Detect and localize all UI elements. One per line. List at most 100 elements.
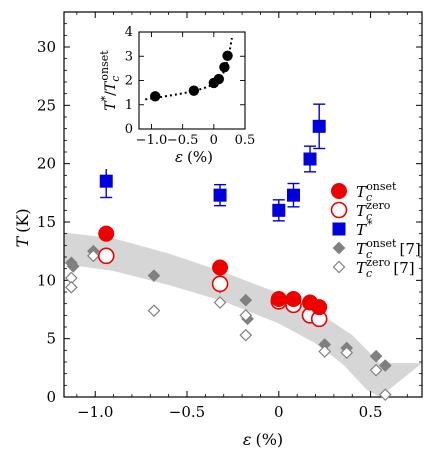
point-tc_zero_ref7 [239,328,253,342]
point-t_star [303,152,317,166]
point-tc_onset_ref7 [378,359,392,372]
x-tick-label: −1.0 [77,403,113,421]
legend-marker-tc_onset_ref7 [332,241,346,255]
point-tc_zero_ref7 [378,388,392,402]
legend-label-main: T [356,183,367,201]
point-tc_zero_ref7 [87,249,100,263]
main-axes-frame [63,11,423,398]
inset-point [188,85,200,96]
y-tick-label: 30 [37,38,56,56]
point-t_star [286,188,300,202]
inset-point [213,73,225,85]
legend-label-main: T [356,221,367,239]
x-axis-label: ε (%) [243,430,283,449]
legend-label-t_star: T* [356,218,373,239]
x-axis-variable: ε [243,430,252,449]
point-tc_onset_ref7 [147,269,161,283]
legend-label-sub: c [366,248,372,261]
legend-marker-t_star [332,222,346,236]
inset-y-tick-label: 2 [125,74,133,89]
legend-label-main: T [356,259,367,277]
inset-x-tick-label: 0.5 [235,133,256,148]
legend-label-tc_onset: Tconset [356,180,397,204]
point-tc_zero [97,247,115,265]
point-tc_onset [285,291,302,307]
y-tick-label: 15 [37,213,56,231]
point-tc_zero_ref7 [213,296,227,309]
inset-point [150,91,161,102]
legend-label-sub: c [366,191,372,204]
legend-label-sub: c [366,267,372,280]
y-tick-label: 20 [37,155,56,173]
legend-label-sup: zero [366,256,391,269]
inset-x-tick-label: −1.0 [136,133,168,148]
inset-x-axis-variable: ε [175,148,183,166]
point-tc_zero_ref7 [340,346,354,360]
inset-point [219,61,230,73]
inset-y-tick-label: 0 [125,122,133,137]
x-tick-label: −0.5 [169,403,205,421]
x-tick-label: 0 [274,403,284,421]
y-axis-unit: (K) [13,208,32,232]
point-t_star [213,188,227,202]
x-tick-label: 0.5 [359,403,383,421]
inset-point [222,50,233,61]
legend-label-tc_onset_ref7: Tconset [7] [356,237,421,261]
series-tc_onset [98,225,328,316]
main-data-series [64,103,392,402]
point-tc_zero [211,275,229,293]
point-tc_onset [98,225,115,242]
point-tc_zero_ref7 [318,345,332,358]
series-t_star [99,103,326,222]
inset-y-tick-label: 1 [125,98,133,113]
y-tick-label: 0 [46,388,56,406]
legend-label-sup: * [367,218,373,231]
inset-y-label-part: T [103,80,119,91]
y-axis-variable: T [13,236,32,248]
y-tick-label: 25 [37,96,56,114]
legend-label-main: T [356,202,367,220]
inset-y-axis-label: T*/Tconset [98,50,122,111]
inset-x-tick-label: −0.5 [167,133,199,148]
legend-marker-tc_zero [330,201,348,219]
point-tc_zero_ref7 [64,280,78,294]
point-t_star [99,174,113,188]
legend-label-main: T [356,240,367,258]
legend-label-ref: [7] [393,259,414,277]
inset-y-tick-label: 3 [125,49,133,64]
point-tc_onset_ref7 [66,259,80,273]
point-tc_onset [212,259,229,276]
point-tc_zero_ref7 [147,304,161,318]
y-axis-label: T (K) [13,208,32,247]
inset-x-axis-label: ε (%) [175,148,213,166]
inset-background [99,24,260,169]
inset-y-label-part: / [103,91,119,96]
point-tc_onset_ref7 [239,293,253,307]
inset-y-label-part: * [99,95,112,101]
point-tc_zero_ref7 [239,308,253,322]
point-tc_onset_ref7 [369,349,383,363]
series-tc_zero_ref7 [64,249,392,402]
y-tick-label: 5 [46,330,56,348]
inset-y-label-part: c [109,76,122,82]
point-tc_onset [270,291,287,307]
y-tick-label: 10 [37,271,56,289]
legend-label-sub: c [366,210,372,223]
inset-x-axis-unit: (%) [187,148,213,166]
inset-y-label-part: onset [98,50,111,81]
x-axis-unit: (%) [255,430,283,449]
inset-x-tick-label: 0 [210,133,218,148]
legend-label-tc_zero: Tczero [356,199,391,223]
legend-marker-tc_zero_ref7 [332,260,346,274]
legend-marker-tc_onset [331,183,347,199]
legend-label-sup: zero [366,199,391,212]
legend-label-ref: [7] [399,240,420,258]
legend-label-sup: onset [366,180,397,193]
legend-label-tc_zero_ref7: Tczero [7] [356,256,415,280]
point-t_star [272,203,286,217]
inset-y-label-part: T [103,100,119,111]
